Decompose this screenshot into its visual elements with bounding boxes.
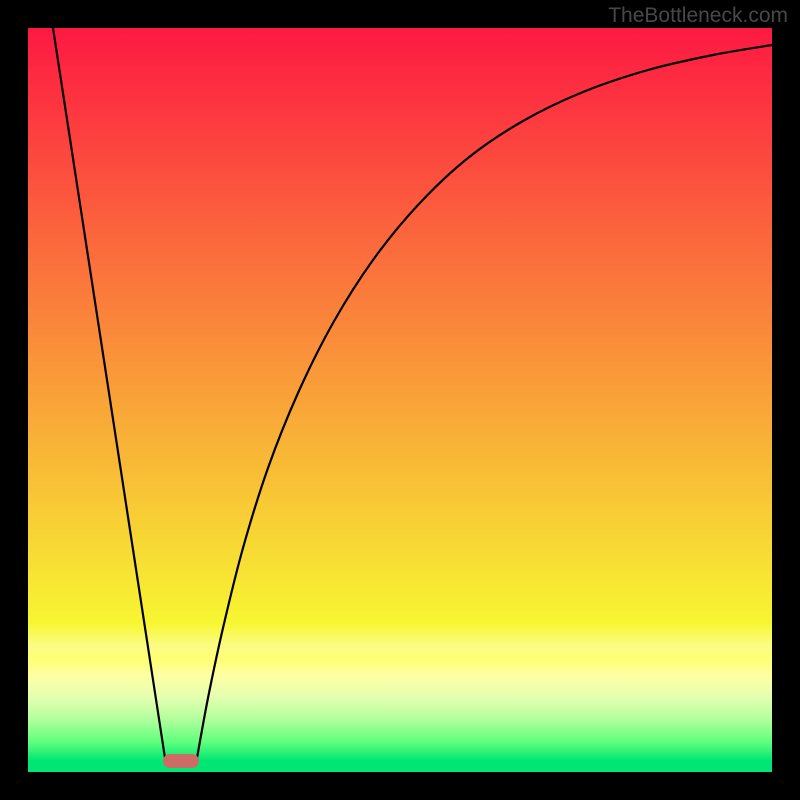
watermark-text: TheBottleneck.com	[608, 4, 788, 28]
optimum-marker	[163, 754, 199, 768]
plot-area	[28, 28, 772, 772]
bottleneck-curve	[28, 28, 772, 772]
